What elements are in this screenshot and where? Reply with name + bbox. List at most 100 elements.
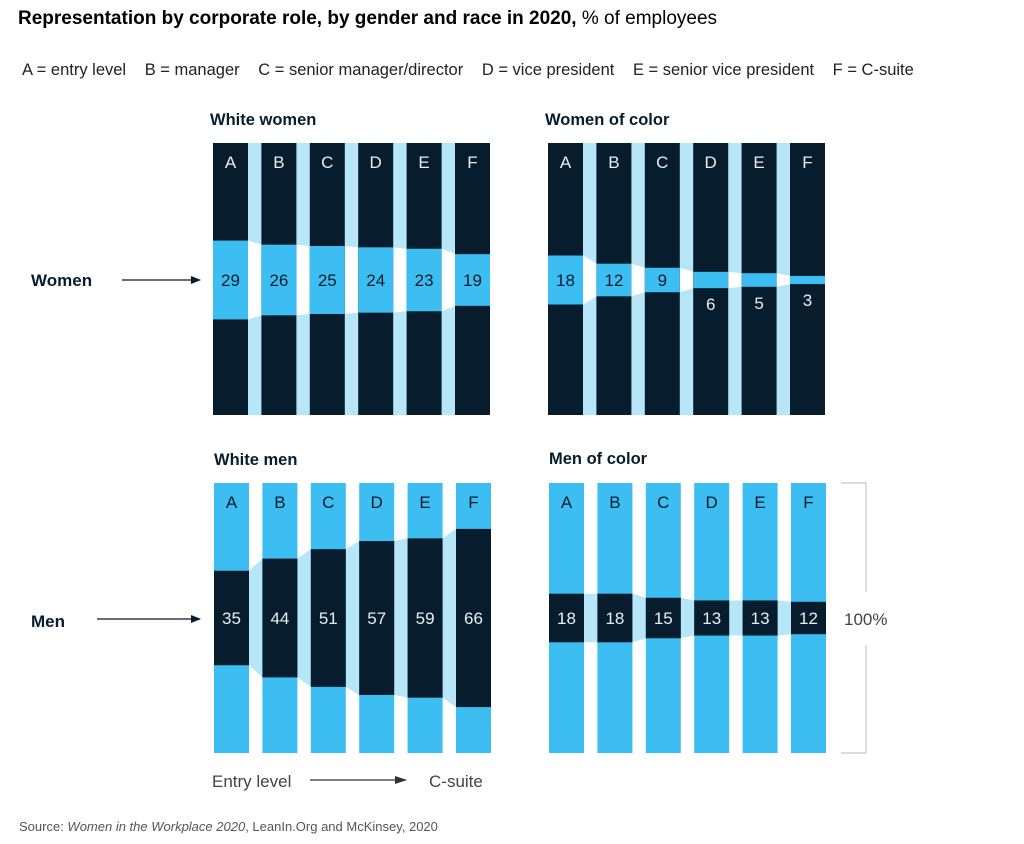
legend-item-a: A = entry level — [22, 61, 127, 79]
data-label: 24 — [366, 271, 385, 290]
connector-band — [776, 273, 790, 287]
connector-band — [248, 240, 262, 320]
data-label: 26 — [269, 271, 288, 290]
axis-note-end: C-suite — [429, 772, 483, 791]
data-label: 12 — [799, 609, 818, 628]
bar-d-value — [693, 271, 729, 289]
connector-band — [249, 558, 263, 678]
bar-a-value — [213, 240, 248, 320]
category-label-a: A — [560, 153, 572, 172]
category-label-e: E — [754, 493, 765, 512]
bar-b-value — [597, 593, 633, 643]
bar-d-value — [359, 541, 395, 695]
chart-title-unit: % of employees — [576, 8, 718, 29]
scale-bracket-top — [841, 482, 867, 592]
category-label-e: E — [753, 153, 764, 172]
data-label: 57 — [367, 609, 386, 628]
connector-band — [441, 248, 455, 312]
bar-b-value — [262, 558, 298, 678]
bar-e-value — [406, 248, 442, 312]
panel-title: Men of color — [549, 450, 648, 468]
connector-band — [777, 600, 791, 636]
source-note: Source: Women in the Workplace 2020, Lea… — [19, 819, 438, 834]
connector-band — [394, 538, 408, 698]
bar-b-value — [596, 263, 632, 297]
row-label-women: Women — [31, 271, 92, 290]
connector-band — [584, 593, 598, 643]
category-label-b: B — [274, 493, 285, 512]
data-label: 13 — [702, 609, 721, 628]
category-label-d: D — [706, 493, 718, 512]
legend-item-b: B = manager — [144, 61, 240, 79]
bar-f-value — [790, 275, 825, 285]
data-label: 5 — [754, 294, 763, 313]
data-label: 19 — [463, 271, 482, 290]
category-label-e: E — [418, 153, 429, 172]
chart-title-bold: Representation by corporate role, by gen… — [18, 8, 577, 29]
category-label-f: F — [467, 153, 477, 172]
panel-title: White men — [214, 451, 297, 469]
category-label-f: F — [803, 493, 813, 512]
connector-band — [729, 600, 743, 636]
connector-band — [393, 247, 407, 313]
bar-a-value — [549, 593, 584, 643]
connector-band — [679, 267, 694, 293]
data-label: 29 — [221, 271, 240, 290]
category-label-b: B — [609, 493, 620, 512]
bar-b-value — [261, 244, 297, 316]
panel-white-women: A 29 B 26 C 25 D 24 E 23 F 19 White women — [210, 111, 490, 415]
bar-f-value — [791, 601, 826, 635]
connector-band — [728, 271, 742, 289]
panel-white-men: A 35 B 44 C 51 D 57 E 59 F 66 White men — [214, 451, 491, 753]
data-label: 18 — [557, 609, 576, 628]
legend-item-d: D = vice president — [481, 61, 615, 79]
bar-c-value — [644, 267, 680, 293]
category-label-d: D — [370, 153, 382, 172]
category-label-a: A — [561, 493, 573, 512]
data-label: 12 — [604, 271, 623, 290]
bar-c-value — [310, 549, 346, 687]
data-label: 6 — [706, 295, 715, 314]
role-legend: A = entry level B = manager C = senior m… — [22, 61, 928, 80]
bar-e-value — [742, 600, 778, 636]
legend-item-c: C = senior manager/director — [258, 61, 464, 79]
data-label: 51 — [319, 609, 338, 628]
category-label-f: F — [802, 153, 812, 172]
legend-item-e: E = senior vice president — [632, 61, 815, 79]
axis-note-start: Entry level — [212, 772, 291, 791]
panel-title: Women of color — [545, 111, 670, 129]
data-label: 3 — [803, 291, 812, 310]
bar-f-value — [455, 254, 490, 306]
source-suffix: , LeanIn.Org and McKinsey, 2020 — [245, 819, 438, 834]
category-label-a: A — [225, 153, 237, 172]
connector-band — [296, 244, 310, 316]
category-label-b: B — [608, 153, 619, 172]
bar-e-value — [741, 273, 777, 287]
source-prefix: Source: — [19, 819, 68, 834]
scale-label: 100% — [844, 610, 887, 629]
data-label: 59 — [416, 609, 435, 628]
connector-band — [297, 549, 311, 687]
data-label: 44 — [270, 609, 289, 628]
data-label: 18 — [605, 609, 624, 628]
category-label-c: C — [322, 493, 334, 512]
data-label: 35 — [222, 609, 241, 628]
row-label-men: Men — [31, 612, 65, 631]
data-label: 23 — [415, 271, 434, 290]
data-label: 18 — [556, 271, 575, 290]
bar-d-value — [694, 600, 730, 636]
connector-band — [442, 528, 456, 708]
category-label-c: C — [321, 153, 333, 172]
scale-bracket-bottom — [841, 645, 867, 754]
bar-e-value — [407, 538, 443, 698]
panel-title: White women — [210, 111, 316, 129]
bar-f-value — [456, 528, 491, 708]
category-label-d: D — [705, 153, 717, 172]
bar-c-value — [309, 246, 345, 314]
category-label-e: E — [419, 493, 430, 512]
data-label: 9 — [658, 271, 667, 290]
connector-band — [632, 593, 646, 643]
connector-band — [345, 541, 360, 695]
data-label: 66 — [464, 609, 483, 628]
category-label-c: C — [657, 493, 669, 512]
